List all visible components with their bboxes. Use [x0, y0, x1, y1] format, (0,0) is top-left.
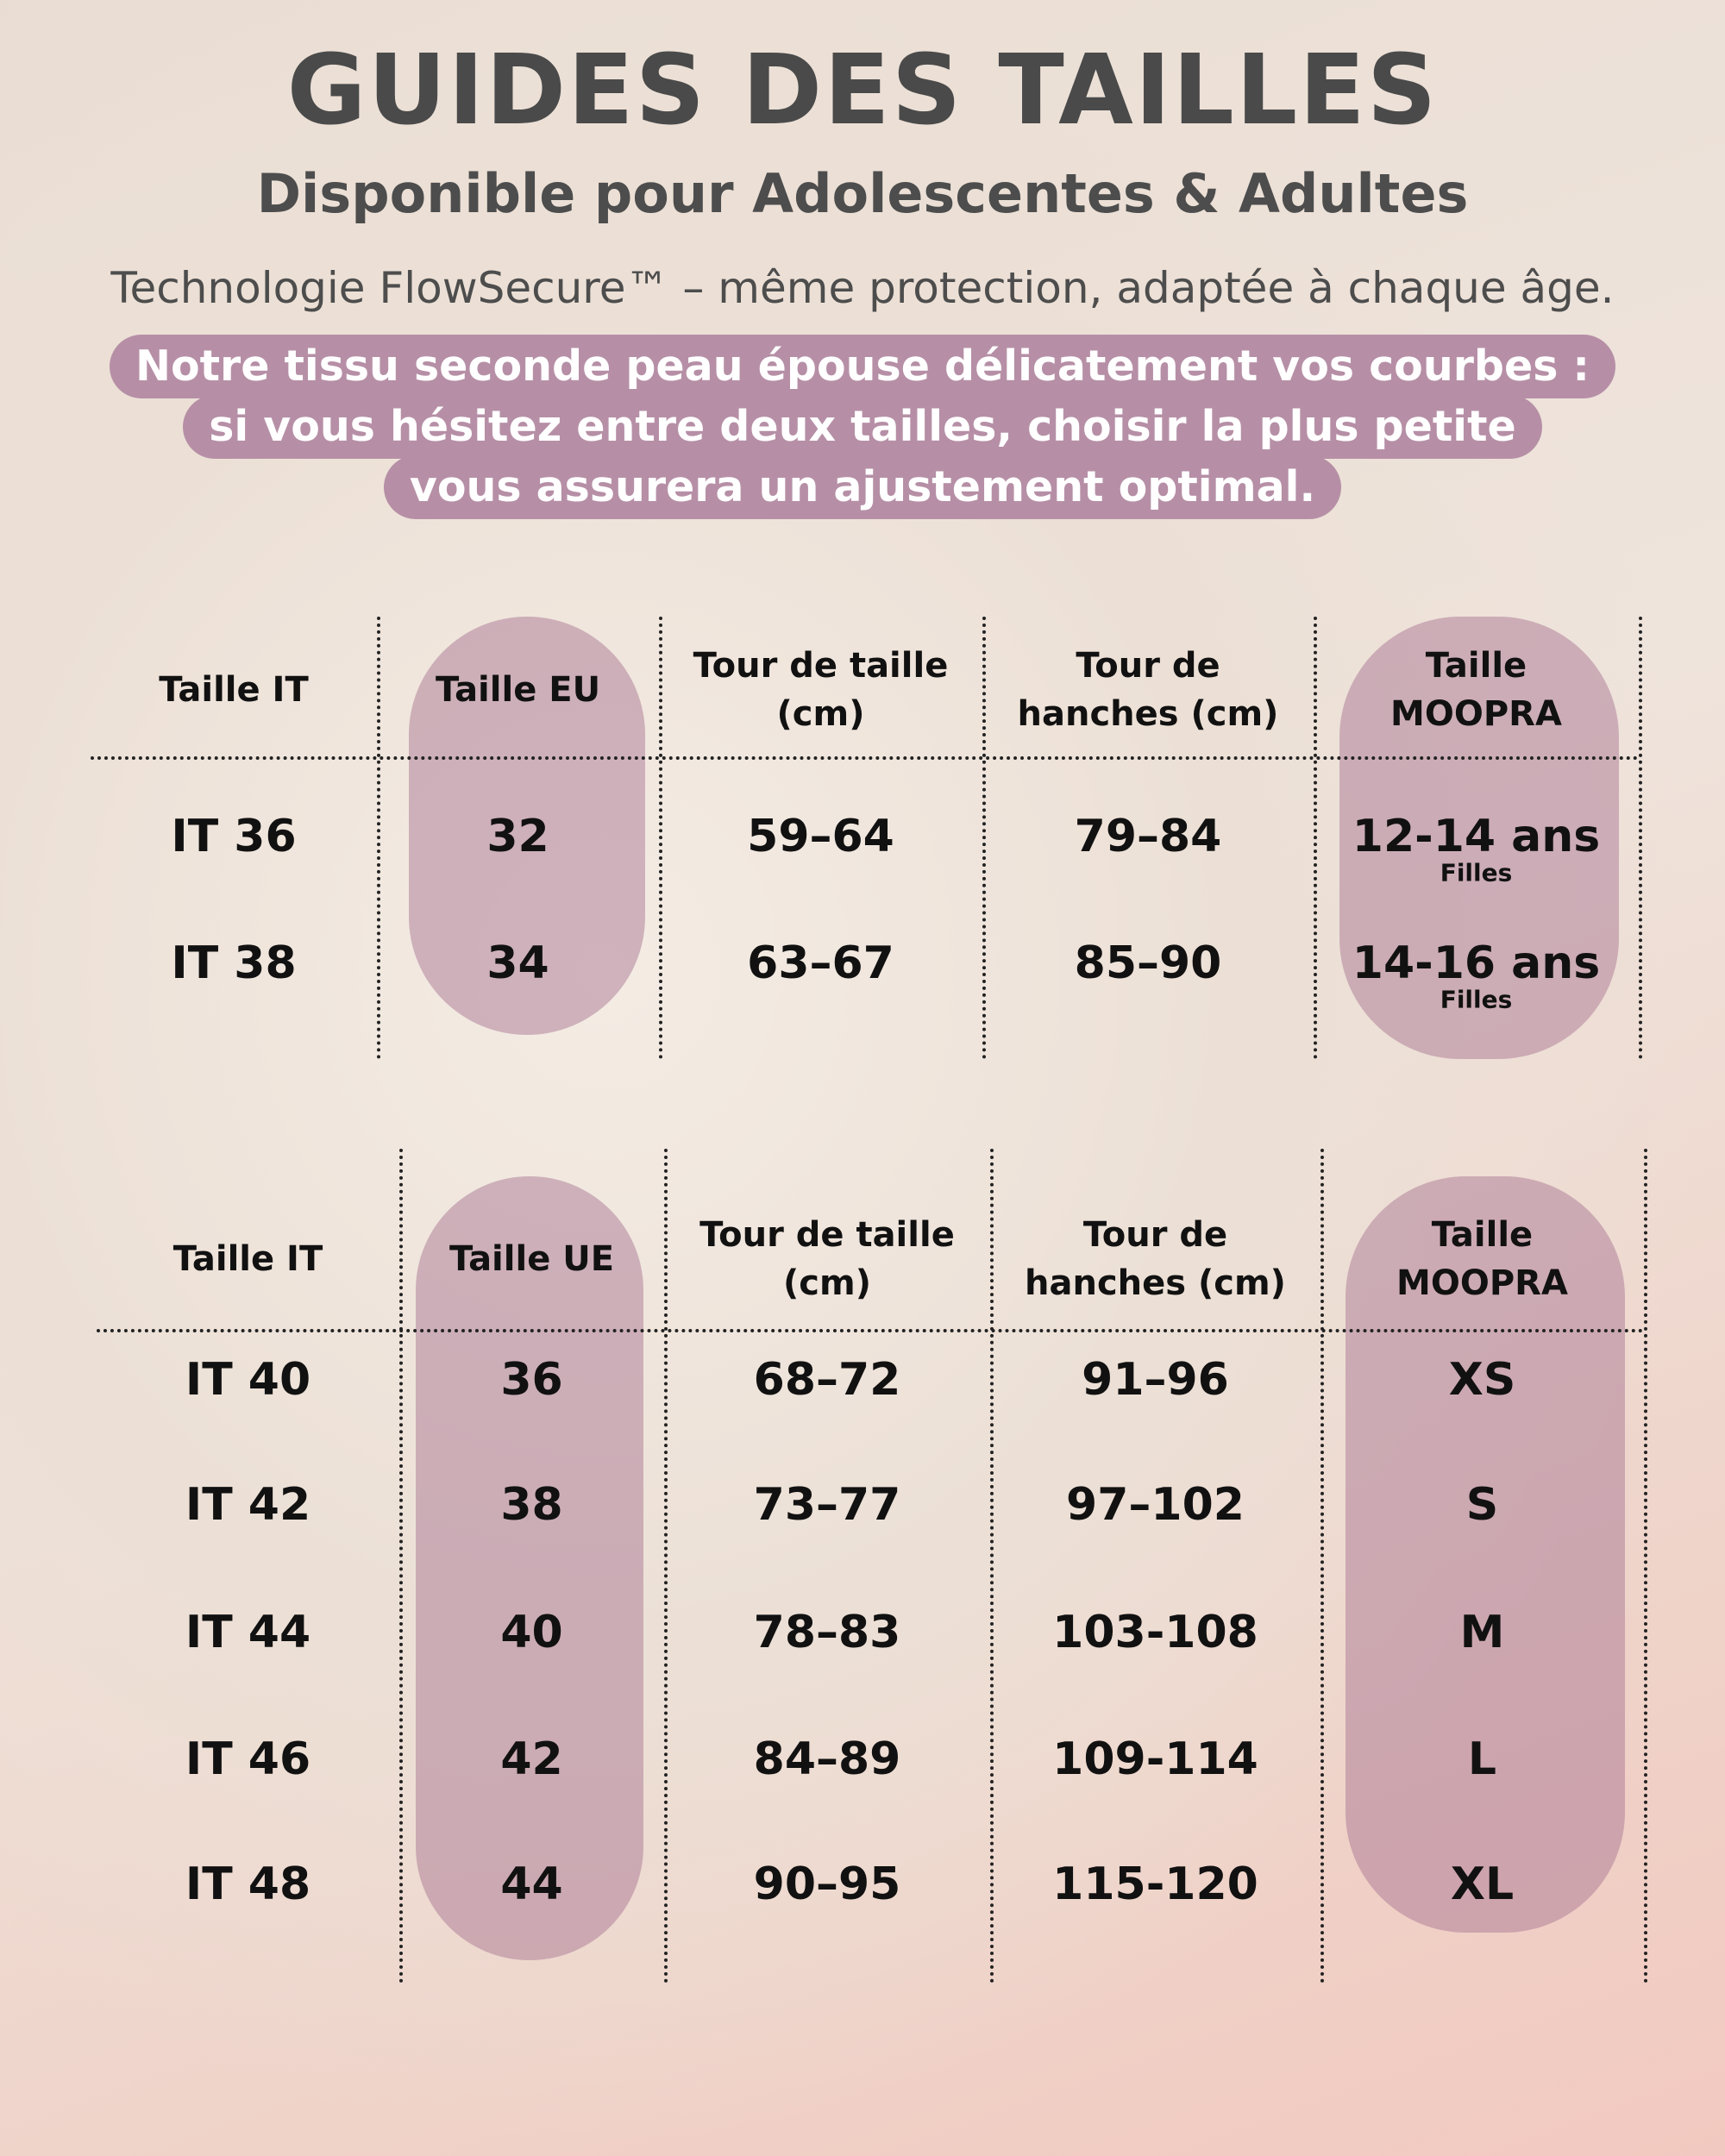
table-cell: XS [1448, 1354, 1516, 1406]
table-cell: 34 [486, 937, 549, 989]
notice-line-row: Notre tissu seconde peau épouse délicate… [0, 335, 1725, 398]
header-divider [97, 1329, 1644, 1332]
table-cell: IT 44 [185, 1607, 311, 1658]
column-header: Tour de taille (cm) [693, 646, 949, 734]
table-cell: 90–95 [753, 1858, 901, 1910]
column-header: Taille IT [172, 1239, 323, 1279]
column-divider [1639, 617, 1642, 1059]
notice-line-row: si vous hésitez entre deux tailles, choi… [0, 395, 1725, 459]
table-cell: IT 38 [171, 937, 297, 989]
table-cell: 14-16 ans [1352, 937, 1601, 989]
column-header: Taille MOOPRA [1390, 646, 1562, 734]
highlight-column [1346, 1176, 1625, 1933]
table-cell: L [1467, 1733, 1497, 1785]
tagline: Technologie FlowSecure™ – même protectio… [110, 263, 1615, 313]
table-cell: 12-14 ans [1352, 811, 1601, 862]
table-cell: S [1465, 1479, 1499, 1531]
column-header: Taille MOOPRA [1396, 1215, 1568, 1303]
table-cell: 103-108 [1052, 1607, 1258, 1658]
table-cell: 109-114 [1052, 1733, 1258, 1785]
table-cell: 63–67 [747, 937, 894, 989]
table-cell: 68–72 [753, 1354, 901, 1406]
table-cell: 73–77 [753, 1479, 901, 1531]
table-cell: IT 48 [185, 1858, 311, 1910]
notice-line: vous assurera un ajustement optimal. [383, 455, 1342, 519]
table-cell: XL [1450, 1858, 1515, 1910]
table-cell: 85–90 [1074, 937, 1222, 989]
header-divider [91, 756, 1639, 760]
table-cell: IT 36 [171, 811, 297, 862]
table-cell: M [1459, 1607, 1505, 1658]
table-cell: 40 [500, 1607, 563, 1658]
notice: Notre tissu seconde peau épouse délicate… [0, 335, 1725, 519]
table-cell: 38 [500, 1479, 563, 1531]
column-divider [990, 1149, 994, 1984]
column-divider [1314, 617, 1317, 1059]
table-cell: 36 [500, 1354, 563, 1406]
column-header: Tour de hanches (cm) [1025, 1215, 1286, 1303]
table-cell: 32 [486, 811, 549, 862]
notice-line: si vous hésitez entre deux tailles, choi… [183, 395, 1542, 459]
table-cell: 84–89 [753, 1733, 901, 1785]
table-cell: IT 42 [185, 1479, 311, 1531]
column-header: Taille EU [435, 670, 601, 710]
column-divider [659, 617, 662, 1059]
subtitle: Disponible pour Adolescentes & Adultes [256, 162, 1469, 225]
table-cell: 97–102 [1066, 1479, 1245, 1531]
table-cell: IT 46 [185, 1733, 311, 1785]
table-cell: 115-120 [1052, 1858, 1258, 1910]
table-cell: 78–83 [753, 1607, 901, 1658]
cell-note: Filles [1440, 858, 1513, 887]
title: GUIDES DES TAILLES [286, 34, 1439, 147]
column-header: Tour de taille (cm) [699, 1215, 955, 1303]
table-cell: 42 [500, 1733, 563, 1785]
highlight-column [1339, 617, 1619, 1059]
highlight-column [416, 1176, 643, 1960]
column-header: Taille UE [448, 1239, 615, 1279]
column-header: Tour de hanches (cm) [1017, 646, 1279, 734]
column-divider [664, 1149, 668, 1984]
column-divider [1644, 1149, 1647, 1984]
highlight-column [409, 617, 645, 1035]
column-divider [1320, 1149, 1324, 1984]
column-divider [377, 617, 380, 1059]
notice-line: Notre tissu seconde peau épouse délicate… [109, 335, 1616, 398]
table-cell: 79–84 [1074, 811, 1222, 862]
cell-note: Filles [1440, 985, 1513, 1014]
table-cell: 44 [500, 1858, 563, 1910]
column-header: Taille IT [159, 670, 309, 710]
table-cell: 91–96 [1082, 1354, 1229, 1406]
table-cell: IT 40 [185, 1354, 311, 1406]
notice-line-row: vous assurera un ajustement optimal. [0, 455, 1725, 519]
table-cell: 59–64 [747, 811, 894, 862]
column-divider [982, 617, 986, 1059]
column-divider [399, 1149, 403, 1984]
